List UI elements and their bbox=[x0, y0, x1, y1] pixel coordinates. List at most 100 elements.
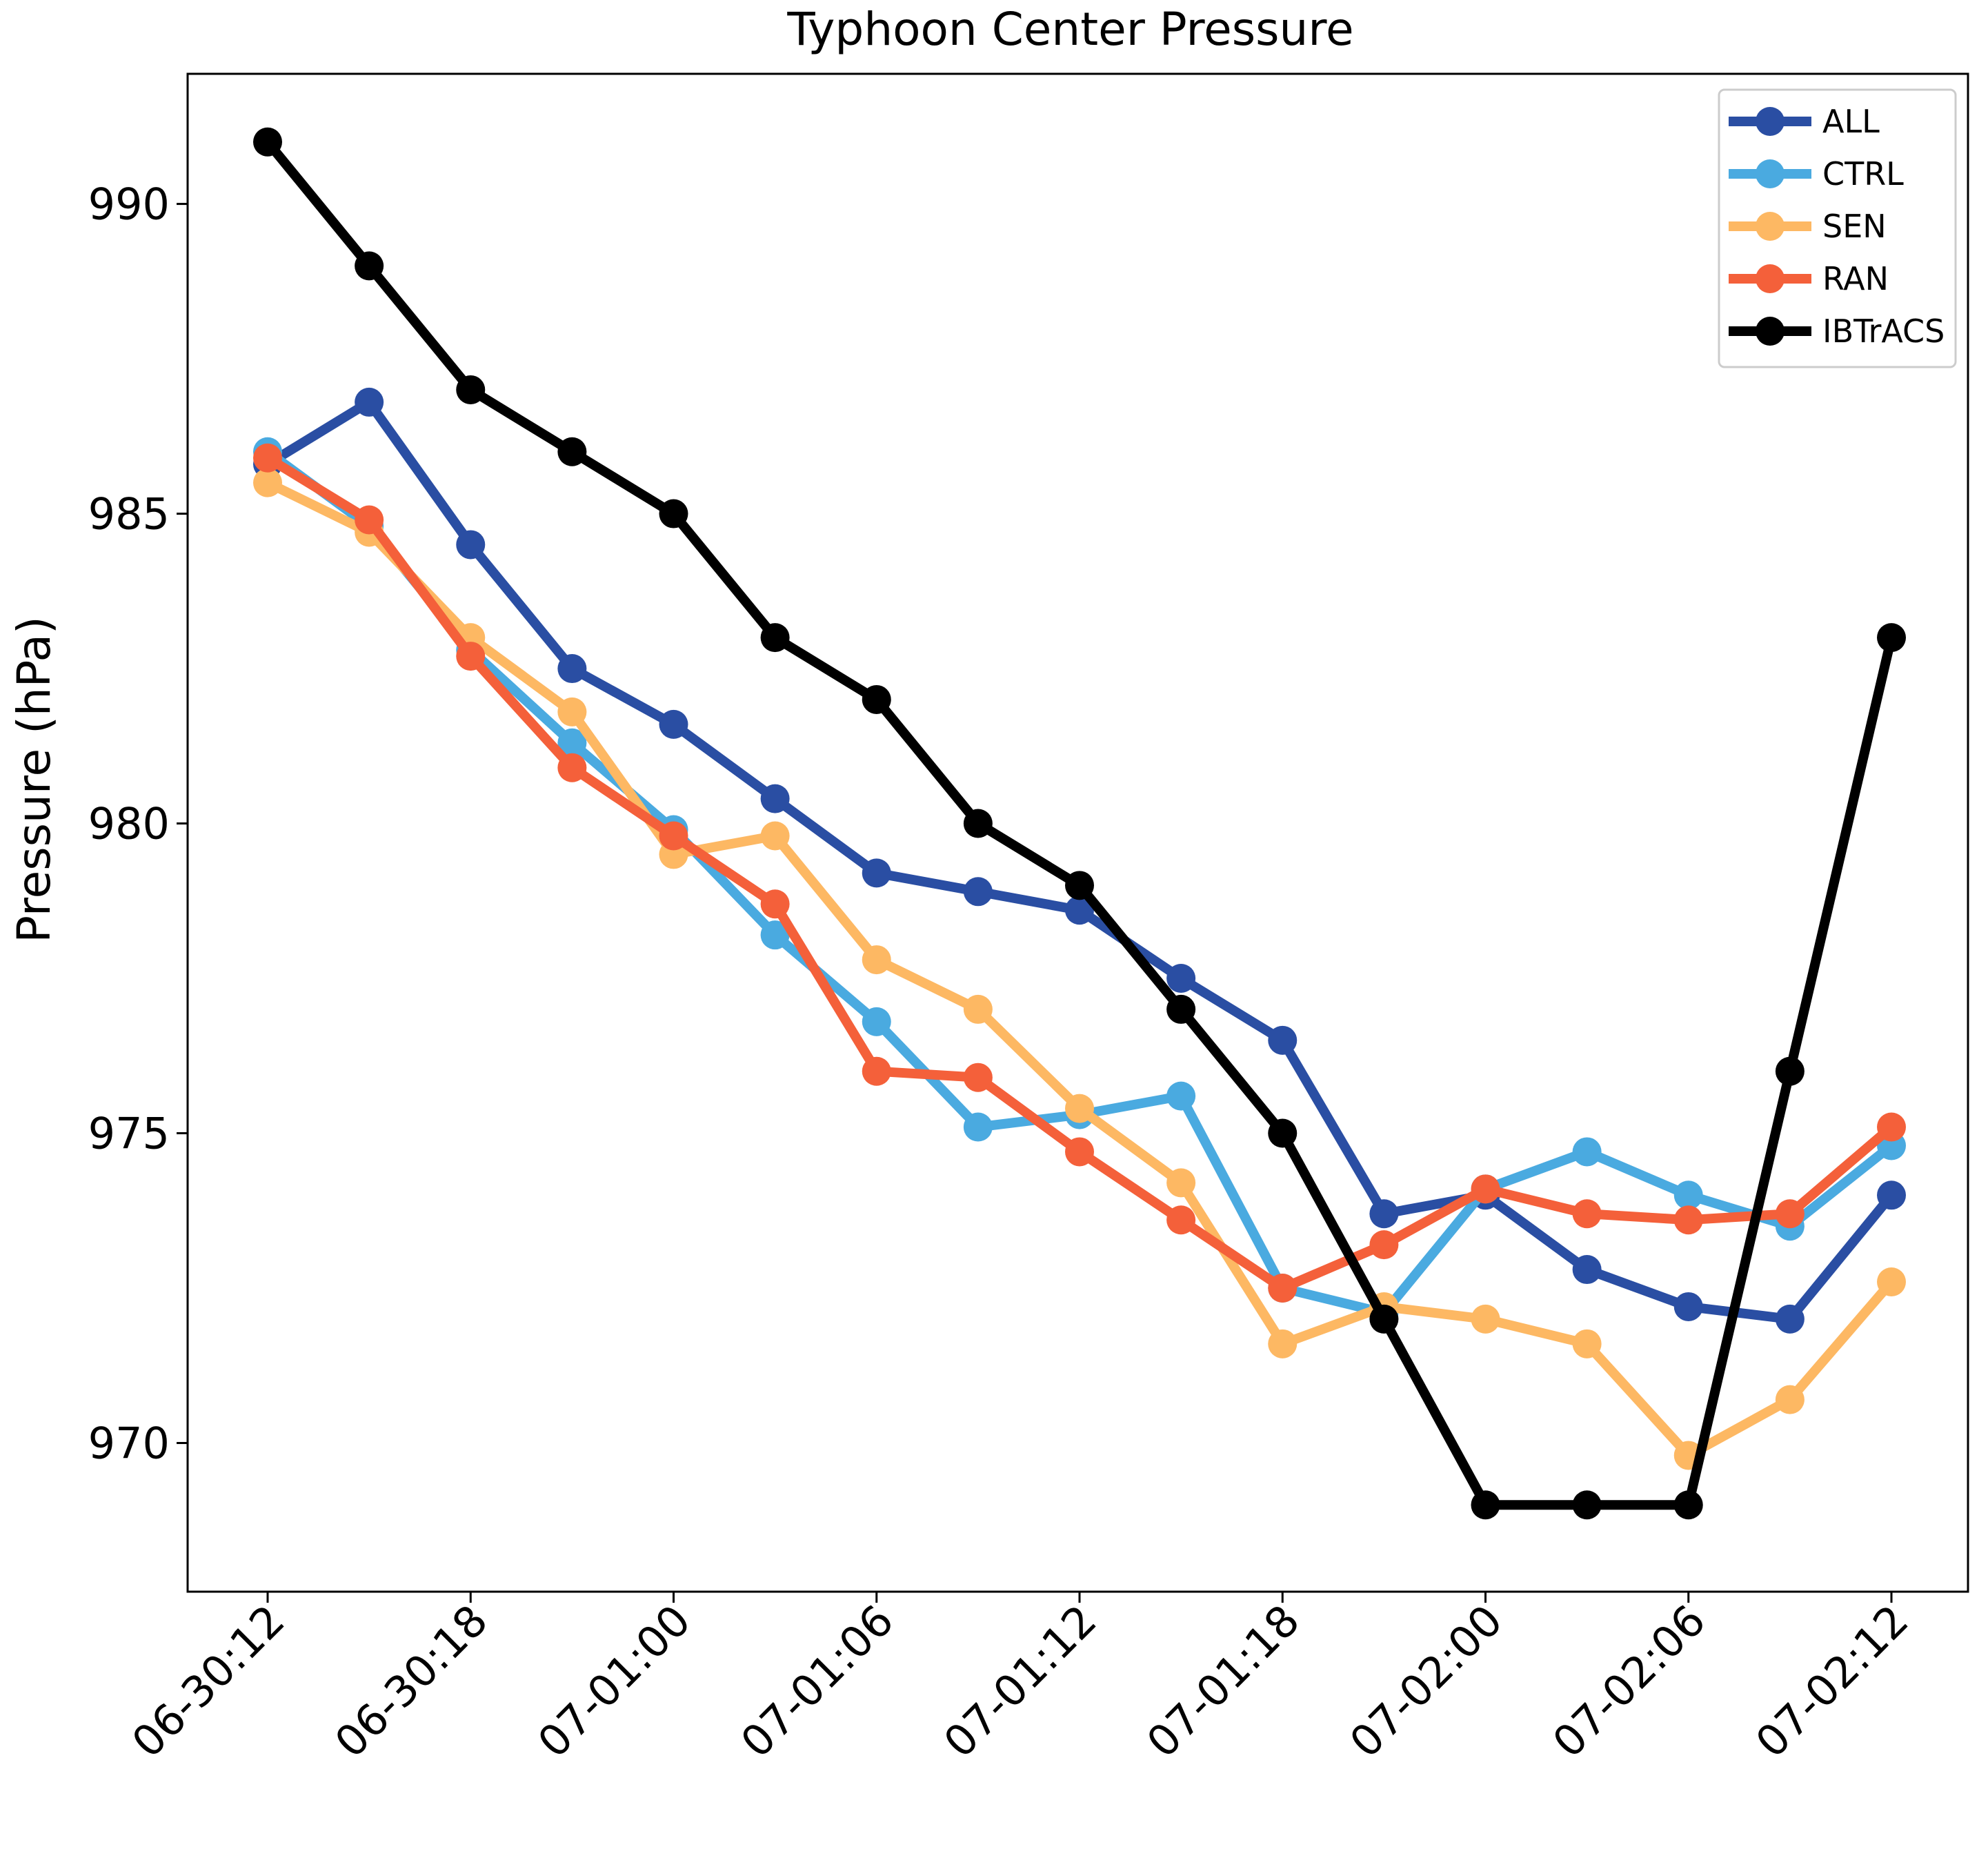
data-point-sen-5 bbox=[760, 821, 790, 851]
y-tick-label-980: 980 bbox=[88, 799, 170, 849]
data-point-ran-6 bbox=[862, 1056, 891, 1086]
legend-swatch-marker-ctrl bbox=[1756, 159, 1785, 188]
data-point-ran-1 bbox=[355, 505, 384, 535]
data-point-all-9 bbox=[1166, 964, 1196, 994]
data-point-ibtracs-15 bbox=[1775, 1056, 1805, 1086]
data-point-sen-15 bbox=[1775, 1385, 1805, 1414]
y-tick-label-985: 985 bbox=[88, 489, 170, 540]
legend-label-all: ALL bbox=[1822, 103, 1880, 140]
legend-box bbox=[1718, 88, 1957, 368]
data-point-sen-3 bbox=[557, 697, 587, 727]
data-point-all-7 bbox=[963, 877, 993, 907]
data-point-ibtracs-14 bbox=[1673, 1490, 1703, 1520]
data-point-ran-10 bbox=[1268, 1274, 1298, 1303]
data-point-ctrl-13 bbox=[1572, 1137, 1602, 1167]
chart-title: Typhoon Center Pressure bbox=[786, 3, 1353, 56]
data-point-all-13 bbox=[1572, 1255, 1602, 1285]
data-point-ran-15 bbox=[1775, 1199, 1805, 1229]
legend-label-ctrl: CTRL bbox=[1822, 155, 1904, 192]
data-point-sen-9 bbox=[1166, 1168, 1196, 1198]
legend-swatch-marker-ibtracs bbox=[1756, 317, 1785, 346]
data-point-ran-13 bbox=[1572, 1199, 1602, 1229]
data-point-all-3 bbox=[557, 654, 587, 684]
data-point-all-8 bbox=[1065, 896, 1094, 925]
data-point-ibtracs-8 bbox=[1065, 871, 1094, 900]
legend: ALL CTRL SEN RAN IBTrACS bbox=[1718, 88, 1957, 368]
legend-item-all: ALL bbox=[1729, 103, 1880, 140]
legend-item-ibtracs: IBTrACS bbox=[1729, 313, 1945, 350]
data-point-ctrl-7 bbox=[963, 1112, 993, 1142]
data-point-ctrl-5 bbox=[760, 920, 790, 950]
legend-swatch-marker-all bbox=[1756, 107, 1785, 136]
series-ibtracs bbox=[253, 127, 1906, 1520]
legend-item-sen: SEN bbox=[1729, 208, 1887, 245]
legend-label-ran: RAN bbox=[1822, 260, 1889, 297]
data-point-ctrl-9 bbox=[1166, 1081, 1196, 1111]
data-point-sen-0 bbox=[253, 468, 282, 497]
data-point-ibtracs-1 bbox=[355, 251, 384, 281]
data-point-sen-7 bbox=[963, 994, 993, 1024]
data-point-ibtracs-16 bbox=[1877, 623, 1906, 653]
data-point-ran-16 bbox=[1877, 1112, 1906, 1142]
data-point-ran-2 bbox=[456, 642, 486, 671]
data-point-ibtracs-11 bbox=[1369, 1304, 1399, 1334]
data-point-ibtracs-4 bbox=[659, 499, 688, 528]
data-point-sen-8 bbox=[1065, 1094, 1094, 1123]
data-point-all-10 bbox=[1268, 1025, 1298, 1055]
y-axis-label: Pressure (hPa) bbox=[8, 616, 61, 942]
plot-area-frame bbox=[186, 72, 1969, 1593]
data-point-ran-14 bbox=[1673, 1205, 1703, 1235]
legend-label-ibtracs: IBTrACS bbox=[1822, 313, 1945, 350]
data-point-all-14 bbox=[1673, 1292, 1703, 1321]
data-point-all-6 bbox=[862, 858, 891, 888]
series-all bbox=[253, 387, 1906, 1334]
data-point-ran-11 bbox=[1369, 1230, 1399, 1260]
series-layer bbox=[253, 127, 1906, 1520]
data-point-ran-4 bbox=[659, 821, 688, 851]
data-point-ctrl-6 bbox=[862, 1007, 891, 1036]
y-tick-label-990: 990 bbox=[88, 179, 170, 230]
data-point-sen-13 bbox=[1572, 1329, 1602, 1358]
data-point-ran-0 bbox=[253, 443, 282, 473]
data-point-ibtracs-12 bbox=[1471, 1490, 1500, 1520]
data-point-ran-8 bbox=[1065, 1137, 1094, 1167]
data-point-ibtracs-13 bbox=[1572, 1490, 1602, 1520]
data-point-ran-12 bbox=[1471, 1174, 1500, 1204]
data-point-ctrl-3 bbox=[557, 728, 587, 758]
y-tick-label-975: 975 bbox=[88, 1109, 170, 1159]
data-point-all-4 bbox=[659, 709, 688, 739]
data-point-ibtracs-9 bbox=[1166, 994, 1196, 1024]
data-point-ctrl-14 bbox=[1673, 1180, 1703, 1210]
data-point-all-2 bbox=[456, 530, 486, 560]
data-point-ran-3 bbox=[557, 753, 587, 782]
data-point-sen-6 bbox=[862, 945, 891, 975]
data-point-ibtracs-2 bbox=[456, 375, 486, 404]
y-axis: 970 975 980 985 990 bbox=[88, 179, 188, 1468]
data-point-ibtracs-7 bbox=[963, 809, 993, 838]
data-point-sen-12 bbox=[1471, 1304, 1500, 1334]
data-point-all-11 bbox=[1369, 1199, 1399, 1229]
data-point-ran-7 bbox=[963, 1063, 993, 1092]
data-point-ibtracs-10 bbox=[1268, 1118, 1298, 1148]
data-point-all-5 bbox=[760, 784, 790, 813]
y-tick-label-970: 970 bbox=[88, 1418, 170, 1468]
data-point-ran-5 bbox=[760, 889, 790, 919]
legend-swatch-marker-ran bbox=[1756, 264, 1785, 293]
data-point-ibtracs-0 bbox=[253, 127, 282, 157]
data-point-ran-9 bbox=[1166, 1205, 1196, 1235]
legend-swatch-marker-sen bbox=[1756, 212, 1785, 241]
data-point-ibtracs-6 bbox=[862, 684, 891, 714]
data-point-ibtracs-3 bbox=[557, 437, 587, 466]
legend-item-ctrl: CTRL bbox=[1729, 155, 1904, 192]
data-point-all-15 bbox=[1775, 1304, 1805, 1334]
legend-item-ran: RAN bbox=[1729, 260, 1889, 297]
series-ran bbox=[253, 443, 1906, 1303]
data-point-sen-10 bbox=[1268, 1329, 1298, 1358]
legend-label-sen: SEN bbox=[1822, 208, 1887, 245]
data-point-all-1 bbox=[355, 387, 384, 417]
data-point-ibtracs-5 bbox=[760, 623, 790, 653]
data-point-all-16 bbox=[1877, 1180, 1906, 1210]
data-point-sen-16 bbox=[1877, 1267, 1906, 1297]
